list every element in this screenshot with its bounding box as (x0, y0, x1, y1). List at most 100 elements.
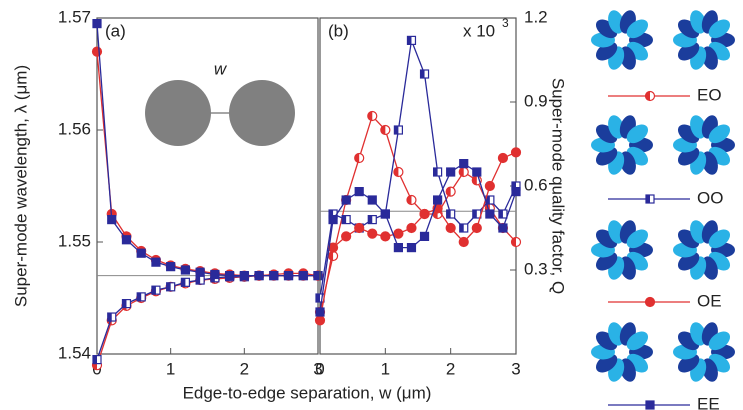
data-point (341, 231, 352, 242)
pattern-core (619, 142, 625, 148)
data-point (195, 267, 205, 277)
pattern-core (701, 247, 707, 253)
data-point (354, 187, 364, 197)
x-axis-label: Edge-to-edge separation, w (μm) (183, 383, 432, 402)
data-point (107, 215, 117, 225)
marker-outline (239, 271, 249, 281)
y-axis-label: Super-mode wavelength, λ (μm) (11, 65, 30, 307)
data-point (459, 159, 469, 169)
marker-outline (380, 209, 390, 219)
petal (708, 124, 731, 144)
legend-label: OE (697, 291, 722, 310)
data-point (92, 355, 102, 365)
data-point (239, 271, 249, 281)
pattern-core (701, 349, 707, 355)
marker-half (393, 167, 399, 177)
marker-half (420, 70, 425, 78)
data-point (393, 125, 403, 135)
marker-outline (445, 222, 456, 234)
x-tick-label: 3 (313, 359, 322, 378)
y-tick-label: 1.57 (58, 7, 91, 26)
marker-outline (225, 271, 235, 281)
marker-half (472, 210, 477, 218)
data-point (121, 299, 132, 309)
data-point (511, 187, 521, 197)
data-point (283, 271, 294, 281)
marker-half (512, 182, 516, 190)
data-point (313, 271, 323, 281)
petal (626, 19, 649, 39)
series-line (319, 162, 517, 313)
data-point (446, 209, 456, 219)
petal (626, 124, 649, 144)
marker-half (368, 215, 373, 224)
marker-outline (121, 235, 132, 245)
data-point (406, 243, 417, 253)
legend-label: OO (697, 188, 723, 207)
data-point (459, 223, 469, 233)
data-point (354, 222, 365, 234)
data-point (121, 235, 132, 245)
y-tick-label: 1.54 (58, 343, 91, 362)
marker-half (498, 210, 503, 218)
y-tick-label: 0.9 (524, 91, 548, 110)
data-point (484, 180, 495, 192)
data-point (151, 285, 161, 295)
marker-half (107, 313, 112, 322)
marker-half (329, 210, 334, 218)
pattern-core (619, 37, 625, 43)
marker-outline (367, 228, 378, 239)
data-point (446, 167, 456, 177)
marker-half (181, 278, 186, 287)
marker-outline (498, 223, 508, 233)
data-point (497, 152, 509, 164)
data-point (472, 167, 482, 177)
data-point (380, 124, 391, 136)
marker-outline (380, 231, 391, 242)
data-point (107, 312, 117, 322)
petal (708, 19, 731, 39)
marker-outline (406, 222, 417, 234)
marker-outline (298, 271, 308, 281)
marker-outline (510, 147, 522, 158)
data-point (180, 265, 190, 275)
marker-outline (269, 271, 279, 281)
marker-half (166, 282, 171, 291)
data-point (498, 209, 508, 219)
data-point (166, 282, 176, 292)
data-point (419, 208, 430, 220)
legend-label: EE (697, 394, 720, 410)
data-point (393, 228, 404, 239)
marker-half (354, 153, 360, 163)
series-line (96, 51, 319, 277)
petal (626, 331, 649, 351)
data-point (458, 166, 469, 178)
data-point (645, 400, 655, 410)
marker-half (645, 91, 650, 101)
marker-outline (484, 180, 495, 192)
data-point (406, 194, 417, 206)
panel-label: (a) (105, 21, 126, 40)
marker-half (316, 294, 320, 302)
petal (708, 331, 731, 351)
scale-label: x 10 (463, 21, 495, 40)
y-tick-label: 1.2 (524, 7, 548, 26)
data-point (354, 152, 365, 164)
marker-outline (341, 195, 351, 205)
data-point (485, 209, 495, 219)
data-point (645, 194, 655, 204)
data-point (498, 223, 508, 233)
panel-label: (b) (328, 21, 349, 40)
data-point (472, 209, 482, 219)
pattern-core (701, 37, 707, 43)
marker-outline (433, 195, 443, 205)
marker-outline (471, 222, 482, 234)
data-point (151, 257, 161, 267)
data-point (471, 222, 482, 234)
marker-outline (472, 167, 482, 177)
data-point (136, 292, 146, 302)
marker-outline (511, 187, 521, 197)
marker-half (137, 292, 142, 301)
marker-half (342, 215, 347, 224)
inset-disk (229, 80, 295, 146)
